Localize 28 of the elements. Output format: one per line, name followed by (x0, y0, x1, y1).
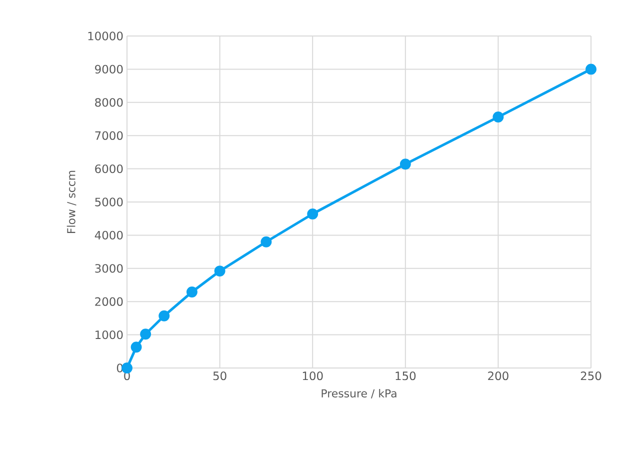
point (260, 236, 272, 248)
point (122, 362, 132, 374)
x-axis-title: Pressure / kPa (322, 389, 396, 398)
y-tick-label: 8000 (95, 98, 123, 107)
x-tick-label: 200 (488, 372, 508, 380)
y-tick-label: 9000 (95, 64, 123, 74)
point (586, 64, 596, 75)
point (186, 286, 198, 298)
y-tick-label: 3000 (95, 264, 123, 273)
x-tick-label: 250 (580, 372, 602, 380)
y-tick-label: 7000 (95, 131, 123, 140)
y-axis-title: Flow / sccm (66, 170, 76, 233)
y-tick-label: 4000 (94, 230, 123, 240)
point (400, 158, 411, 170)
y-tick-label: 10000 (88, 32, 123, 40)
point (140, 328, 152, 340)
point (307, 208, 318, 220)
point (158, 310, 170, 322)
y-tick-label: 6000 (95, 164, 123, 174)
point (130, 342, 142, 353)
x-tick-label: 150 (396, 372, 416, 380)
y-tick-label: 5000 (95, 198, 123, 206)
point (492, 112, 504, 122)
x-tick-label: 50 (213, 372, 226, 380)
y-tick-label: 2000 (95, 297, 123, 306)
x-tick-label: 100 (302, 372, 323, 380)
point (214, 266, 226, 277)
y-tick-label: 1000 (96, 330, 123, 340)
